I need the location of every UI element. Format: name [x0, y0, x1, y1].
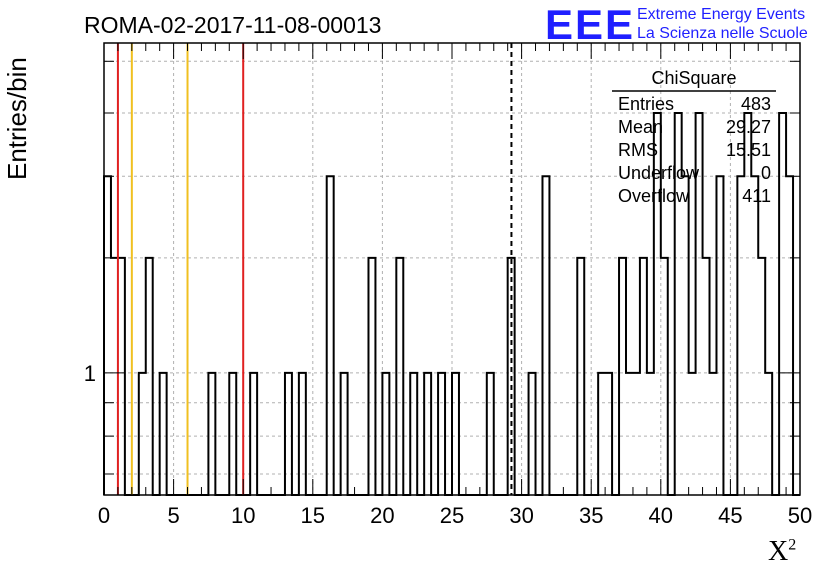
histogram-bin	[577, 258, 584, 495]
logo-text: Extreme Energy Events La Scienza nelle S…	[637, 5, 808, 43]
histogram-bin	[424, 373, 431, 495]
x-tick-label: 45	[718, 503, 742, 528]
x-tick-label: 15	[301, 503, 325, 528]
histogram-bin	[452, 373, 459, 495]
histogram-bin	[716, 176, 723, 495]
histogram-bin	[341, 373, 348, 495]
histogram-bin	[626, 373, 633, 495]
x-tick-label: 40	[649, 503, 673, 528]
stats-value-entries: 483	[741, 94, 771, 114]
logo-line-2: La Scienza nelle Scuole	[637, 25, 808, 42]
histogram-bin	[438, 373, 445, 495]
histogram-bin	[640, 258, 647, 495]
histogram-bin	[299, 373, 306, 495]
histogram-bin	[285, 373, 292, 495]
x-tick-label: 30	[509, 503, 533, 528]
x-axis-label-superscript: 2	[788, 536, 797, 554]
histogram-bin	[779, 113, 786, 495]
eee-logo: EEE Extreme Energy Events La Scienza nel…	[545, 2, 835, 48]
stats-value-mean: 29.27	[726, 117, 771, 137]
histogram-bin	[410, 373, 417, 495]
histogram-bin	[111, 258, 118, 495]
stats-value-overflow: 411	[742, 186, 771, 206]
histogram-bin	[529, 373, 536, 495]
x-tick-label: 25	[440, 503, 464, 528]
y-tick-label: 1	[84, 361, 96, 386]
logo-mark: EEE	[545, 1, 636, 48]
chart-title: ROMA-02-2017-11-08-00013	[84, 12, 382, 38]
histogram-bin	[710, 373, 717, 495]
histogram-bin	[744, 113, 751, 495]
histogram-bin	[786, 176, 793, 495]
x-tick-label: 20	[370, 503, 394, 528]
x-tick-label: 5	[167, 503, 179, 528]
x-tick-label: 0	[98, 503, 110, 528]
histogram-bin	[758, 258, 765, 495]
x-tick-label: 10	[231, 503, 255, 528]
histogram-bin	[146, 258, 153, 495]
histogram-bin	[487, 373, 494, 495]
stats-value-underflow: 0	[761, 163, 771, 183]
x-axis-label-base: X	[768, 536, 789, 567]
histogram-bin	[633, 373, 640, 495]
stats-label-overflow: Overflow	[618, 186, 690, 206]
histogram-bin	[598, 373, 605, 495]
histogram-bin	[104, 176, 111, 495]
stats-label-underflow: Underflow	[618, 163, 700, 183]
histogram-bin	[647, 373, 654, 495]
histogram-bin	[396, 258, 403, 495]
stats-box-title: ChiSquare	[651, 68, 736, 88]
histogram-bin	[382, 373, 389, 495]
histogram-bin	[737, 176, 744, 495]
histogram-bin	[139, 373, 146, 495]
histogram-bin	[619, 258, 626, 495]
histogram-bin	[229, 373, 236, 495]
stats-label-rms: RMS	[618, 140, 658, 160]
histogram-bin	[682, 176, 689, 495]
histogram-bin	[661, 258, 668, 495]
x-tick-label: 50	[788, 503, 812, 528]
histogram-bin	[703, 258, 710, 495]
histogram-bin	[542, 176, 549, 495]
histogram-bin	[160, 373, 167, 495]
histogram-bin	[208, 373, 215, 495]
histogram-bin	[751, 176, 758, 495]
stats-label-mean: Mean	[618, 117, 663, 137]
x-axis-label: X2	[768, 536, 796, 568]
histogram-bin	[689, 373, 696, 495]
stats-label-entries: Entries	[618, 94, 674, 114]
histogram-bin	[765, 373, 772, 495]
stats-value-rms: 15.51	[726, 140, 771, 160]
histogram-bin	[368, 258, 375, 495]
histogram-bin	[605, 373, 612, 495]
histogram-bin	[250, 373, 257, 495]
histogram-bin	[118, 258, 125, 495]
logo-line-1: Extreme Energy Events	[637, 6, 806, 23]
histogram-bin	[327, 176, 334, 495]
x-tick-label: 35	[579, 503, 603, 528]
